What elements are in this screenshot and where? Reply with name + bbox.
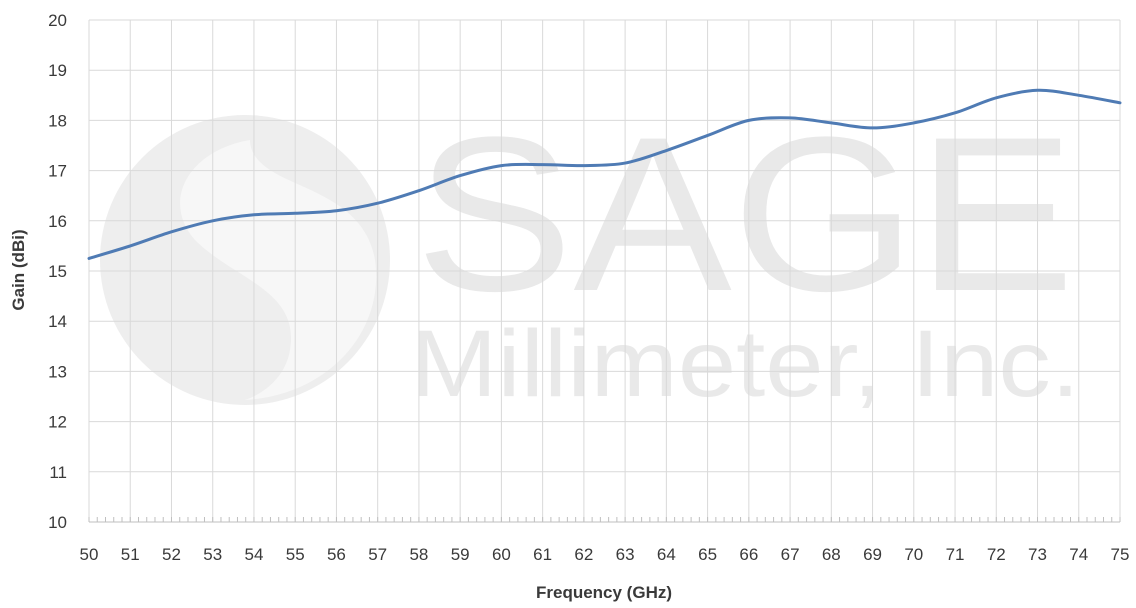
grid — [88, 19, 1121, 522]
x-tick-label: 61 — [533, 545, 552, 564]
y-tick-label: 11 — [49, 463, 67, 482]
watermark-logo-icon — [100, 115, 390, 405]
y-axis-title: Gain (dBi) — [9, 229, 28, 310]
y-tick-label: 10 — [48, 513, 67, 532]
y-tick-label: 20 — [48, 11, 67, 30]
x-tick-label: 52 — [162, 545, 181, 564]
x-tick-label: 68 — [822, 545, 841, 564]
x-tick-label: 65 — [698, 545, 717, 564]
y-tick-label: 15 — [48, 262, 67, 281]
x-tick-label: 67 — [781, 545, 800, 564]
x-tick-label: 75 — [1111, 545, 1130, 564]
tick-labels: 50 51 52 53 54 55 56 57 58 59 60 61 62 63 64 65 66 67 68 69… — [48, 11, 1129, 564]
watermark-subtitle: Millimeter, Inc. — [410, 311, 1080, 417]
x-tick-label: 62 — [574, 545, 593, 564]
x-tick-label: 70 — [904, 545, 923, 564]
x-tick-label: 71 — [946, 545, 965, 564]
gain-series-line — [87, 88, 1122, 260]
x-tick-label: 74 — [1069, 545, 1088, 564]
x-axis-title: Frequency (GHz) — [536, 583, 672, 602]
x-tick-label: 51 — [121, 545, 140, 564]
y-tick-label: 12 — [48, 413, 67, 432]
y-tick-label: 14 — [48, 312, 67, 331]
x-tick-label: 63 — [616, 545, 635, 564]
x-tick-label: 55 — [286, 545, 305, 564]
watermark: SAGE Millimeter, Inc. — [100, 91, 1080, 417]
x-tick-label: 57 — [368, 545, 387, 564]
axes — [88, 517, 1121, 523]
x-tick-label: 56 — [327, 545, 346, 564]
x-tick-label: 60 — [492, 545, 511, 564]
x-tick-label: 66 — [739, 545, 758, 564]
x-tick-label: 59 — [451, 545, 470, 564]
watermark-brand: SAGE — [415, 91, 1075, 337]
x-tick-label: 72 — [987, 545, 1006, 564]
y-tick-label: 13 — [48, 362, 67, 381]
x-tick-label: 64 — [657, 545, 676, 564]
y-tick-label: 16 — [48, 212, 67, 231]
x-tick-label: 73 — [1028, 545, 1047, 564]
y-tick-label: 17 — [48, 162, 67, 181]
y-tick-label: 19 — [48, 61, 67, 80]
x-tick-label: 54 — [244, 545, 263, 564]
x-tick-label: 53 — [203, 545, 222, 564]
x-tick-label: 58 — [409, 545, 428, 564]
x-tick-label: 69 — [863, 545, 882, 564]
y-tick-label: 18 — [48, 111, 67, 130]
x-tick-label: 50 — [80, 545, 99, 564]
series-layer — [87, 88, 1122, 260]
